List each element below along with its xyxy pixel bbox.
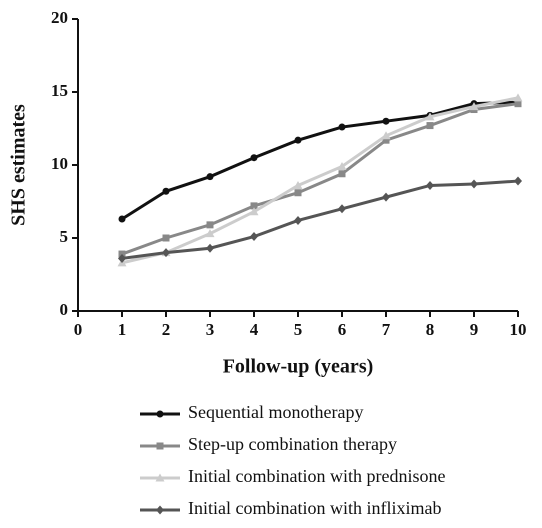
legend-label: Step-up combination therapy: [188, 434, 397, 454]
marker: [156, 442, 164, 450]
marker: [206, 221, 214, 229]
marker: [205, 229, 215, 238]
marker: [250, 202, 258, 210]
series-line: [121, 179, 519, 260]
marker: [338, 204, 346, 214]
y-tick-label: 10: [51, 154, 68, 173]
marker: [426, 122, 434, 130]
marker: [250, 154, 258, 162]
marker: [470, 179, 478, 189]
marker: [337, 161, 347, 170]
marker: [382, 117, 390, 125]
y-tick-label: 5: [60, 227, 69, 246]
marker: [294, 189, 302, 197]
marker: [514, 176, 522, 186]
x-tick-label: 2: [162, 320, 171, 339]
x-tick-label: 4: [250, 320, 259, 339]
y-axis-title: SHS estimates: [8, 104, 30, 226]
marker: [162, 187, 170, 195]
x-tick-label: 10: [510, 320, 527, 339]
marker: [162, 248, 170, 258]
x-axis-title: Follow-up (years): [223, 356, 374, 378]
marker: [382, 192, 390, 202]
marker: [514, 100, 522, 108]
y-tick-label: 15: [51, 81, 68, 100]
marker: [293, 180, 303, 189]
x-tick-label: 6: [338, 320, 347, 339]
x-tick-label: 8: [426, 320, 435, 339]
marker: [469, 102, 479, 111]
x-tick-label: 5: [294, 320, 303, 339]
x-tick-label: 7: [382, 320, 391, 339]
marker: [162, 234, 170, 242]
marker: [156, 410, 164, 418]
marker: [249, 207, 259, 216]
marker: [425, 112, 435, 121]
marker: [155, 473, 165, 482]
y-tick-label: 20: [51, 8, 68, 27]
x-tick-label: 1: [118, 320, 127, 339]
marker: [118, 215, 126, 223]
x-tick-label: 3: [206, 320, 215, 339]
legend-label: Sequential monotherapy: [188, 402, 363, 422]
series-line: [121, 96, 519, 265]
legend-label: Initial combination with infliximab: [188, 498, 441, 518]
x-tick-label: 0: [74, 320, 83, 339]
marker: [294, 215, 302, 225]
x-tick-label: 9: [470, 320, 479, 339]
marker: [426, 180, 434, 190]
legend-label: Initial combination with prednisone: [188, 466, 445, 486]
series-line: [121, 100, 519, 221]
marker: [206, 243, 214, 253]
marker: [250, 232, 258, 242]
marker: [513, 93, 523, 102]
marker: [156, 505, 164, 515]
marker: [382, 136, 390, 144]
series-line: [121, 102, 519, 256]
marker: [338, 123, 346, 131]
marker: [338, 170, 346, 178]
marker: [118, 253, 126, 263]
marker: [206, 173, 214, 181]
marker: [294, 136, 302, 144]
y-tick-label: 0: [60, 300, 69, 319]
marker: [381, 131, 391, 140]
